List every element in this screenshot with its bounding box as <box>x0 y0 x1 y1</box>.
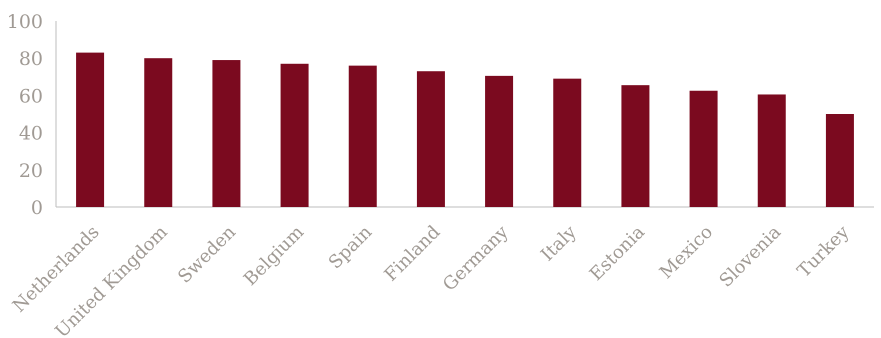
y-tick-label: 100 <box>7 11 43 33</box>
x-category-label: Slovenia <box>715 221 785 291</box>
x-category-label: Spain <box>325 221 377 273</box>
bars-group <box>76 52 854 208</box>
bar-spain <box>348 65 377 207</box>
x-category-label: Italy <box>537 221 581 265</box>
x-category-label: United Kingdom <box>51 222 171 338</box>
bar-finland <box>416 71 445 207</box>
x-category-label: Turkey <box>793 221 854 282</box>
bar-belgium <box>280 63 309 207</box>
bar-slovenia <box>757 94 786 207</box>
x-category-label: Germany <box>439 221 513 295</box>
x-category-label: Estonia <box>586 221 649 284</box>
bar-sweden <box>212 60 241 208</box>
x-category-label: Belgium <box>240 222 308 290</box>
bar-mexico <box>689 90 718 207</box>
x-category-label: Mexico <box>656 222 717 283</box>
bar-estonia <box>621 85 650 207</box>
y-axis-ticks: 0 20 40 60 80 100 <box>7 11 43 219</box>
bar-italy <box>553 78 582 207</box>
bar-united-kingdom <box>144 58 173 208</box>
bar-germany <box>485 75 514 208</box>
y-tick-label: 0 <box>31 197 43 219</box>
y-tick-label: 20 <box>19 160 43 182</box>
x-category-label: Finland <box>380 222 444 286</box>
y-tick-label: 80 <box>19 48 43 70</box>
bar-netherlands <box>76 52 105 208</box>
bar-turkey <box>825 114 854 207</box>
y-tick-label: 40 <box>19 123 43 145</box>
y-tick-label: 60 <box>19 85 43 107</box>
x-category-label: Sweden <box>174 221 240 287</box>
